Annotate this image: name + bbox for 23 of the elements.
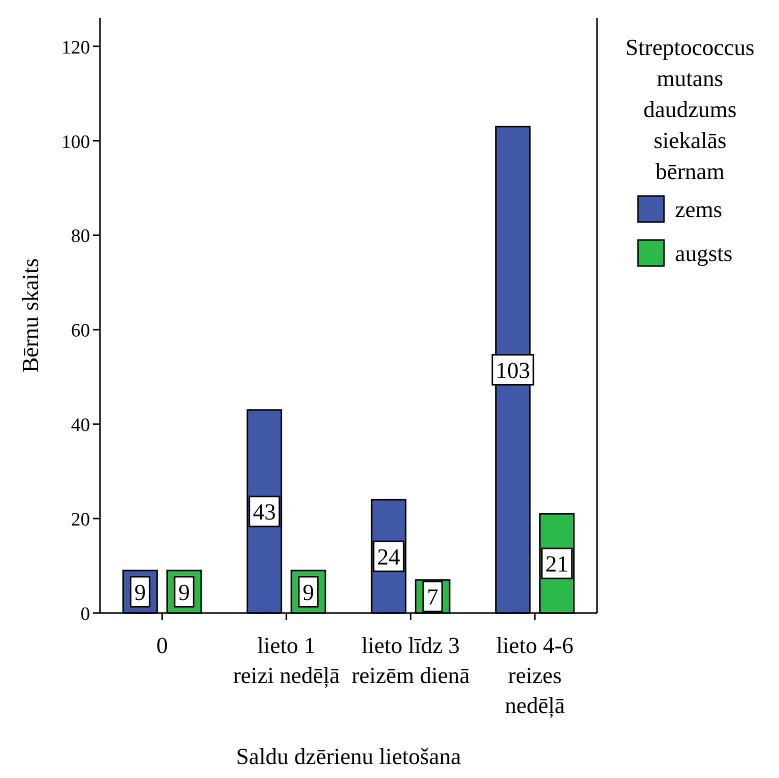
y-tick-label: 60 [71, 320, 90, 342]
y-tick-label: 20 [71, 510, 90, 531]
y-tick-label: 100 [62, 132, 90, 153]
x-tick-label: lieto 4-6 reizes nedēļā [496, 633, 574, 718]
y-tick-label: 120 [62, 37, 90, 58]
y-tick-label: 40 [71, 415, 90, 436]
data-label: 9 [178, 580, 190, 605]
data-label: 9 [134, 580, 146, 605]
legend-label: augsts [675, 241, 733, 266]
data-label: 24 [377, 544, 401, 570]
data-label: 43 [252, 499, 276, 524]
y-axis-title: Bērnu skaits [18, 258, 43, 373]
data-label: 21 [545, 551, 568, 576]
data-label: 103 [496, 358, 530, 383]
x-tick-label: 0 [156, 633, 168, 658]
y-tick-label: 0 [80, 604, 90, 625]
data-label: 9 [302, 580, 314, 605]
x-axis-title: Saldu dzērienu lietošana [236, 744, 461, 769]
data-label: 7 [426, 584, 438, 610]
x-tick-label: lieto līdz 3 reizēm dienā [352, 633, 470, 688]
legend-label: zems [675, 197, 722, 222]
x-tick-label: lieto 1 reizi nedēļā [233, 633, 340, 688]
y-tick-label: 80 [71, 226, 90, 248]
